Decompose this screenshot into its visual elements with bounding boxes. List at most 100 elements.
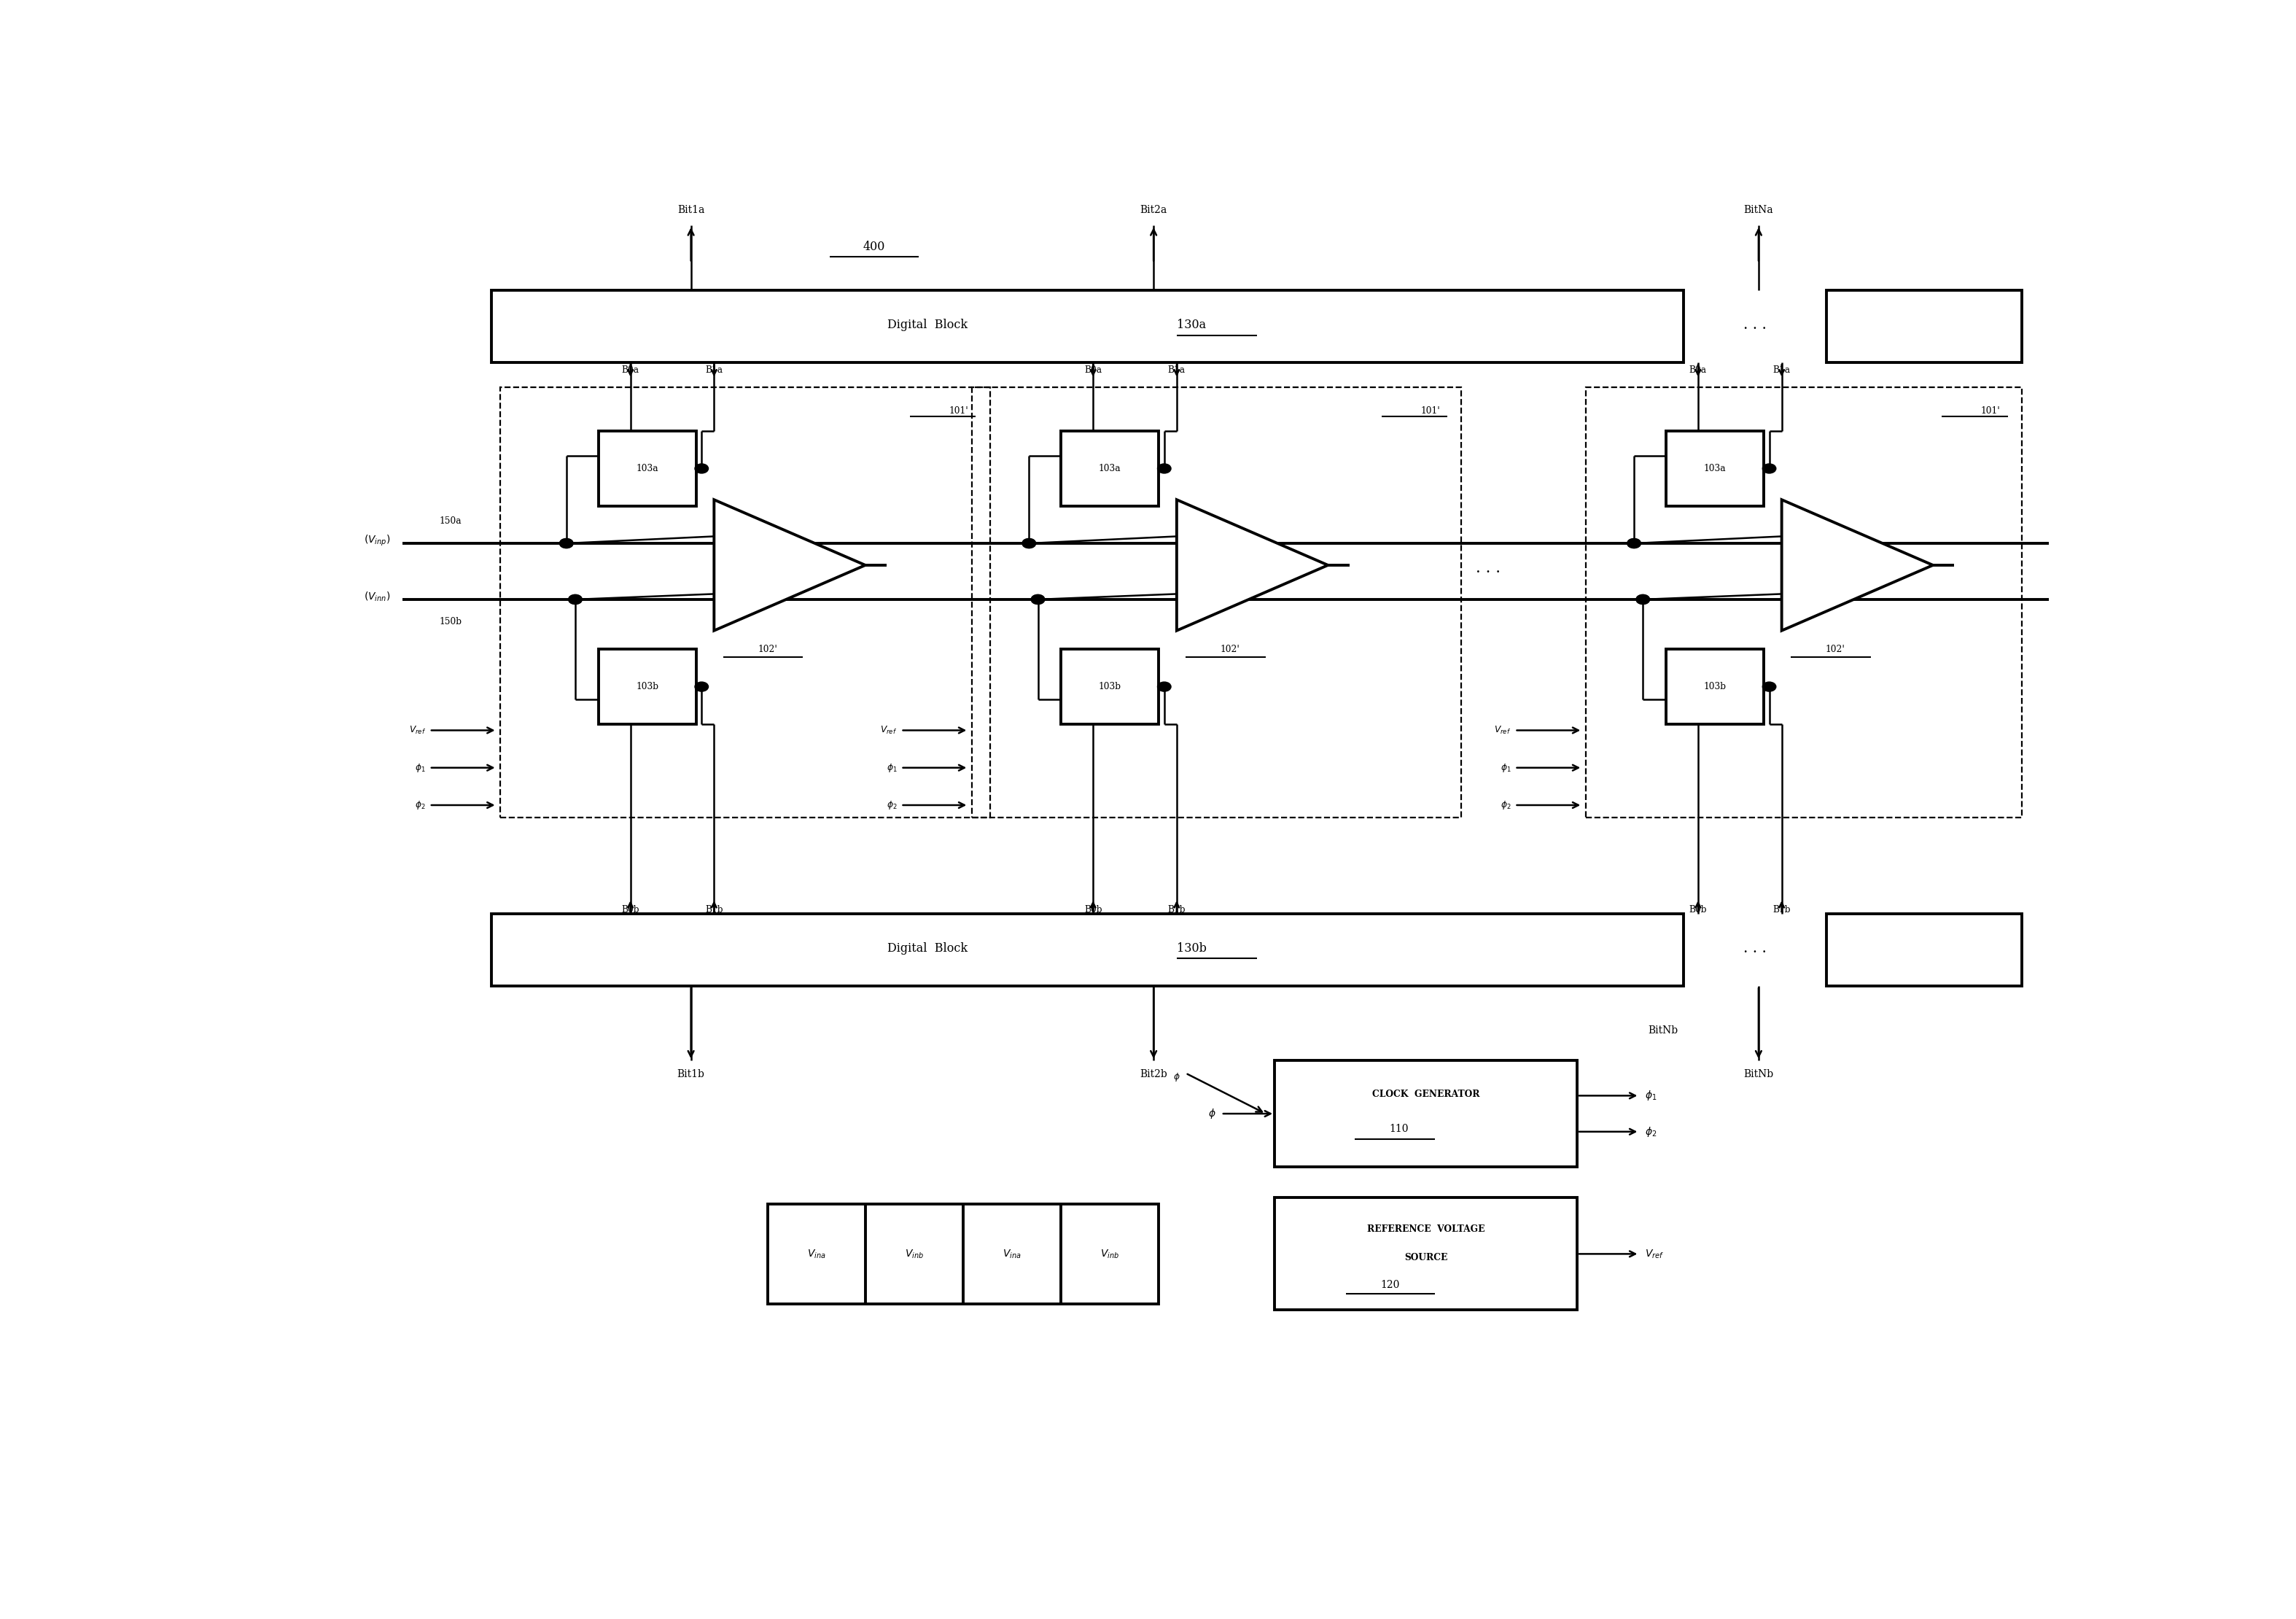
- Text: $\phi_2$: $\phi_2$: [1502, 800, 1511, 811]
- Bar: [1274, 1198, 1577, 1310]
- Circle shape: [569, 594, 581, 604]
- Circle shape: [1022, 539, 1035, 549]
- Circle shape: [569, 594, 581, 604]
- Bar: [491, 913, 1683, 986]
- Text: 103b: 103b: [636, 682, 659, 691]
- Text: Bit1a: Bit1a: [677, 206, 705, 215]
- Bar: [1825, 913, 2023, 986]
- Text: 120: 120: [1380, 1281, 1401, 1290]
- Bar: [1274, 1060, 1577, 1167]
- Polygon shape: [714, 500, 866, 631]
- Text: B0b: B0b: [1690, 905, 1706, 915]
- Text: $(V_{inp})$: $(V_{inp})$: [363, 534, 390, 547]
- Text: B1a: B1a: [1169, 366, 1185, 376]
- Bar: [501, 387, 990, 818]
- Polygon shape: [1176, 500, 1327, 631]
- Circle shape: [1157, 682, 1171, 691]
- Text: $\phi$: $\phi$: [1208, 1107, 1217, 1120]
- Circle shape: [696, 463, 709, 473]
- Circle shape: [696, 682, 709, 691]
- Text: B1b: B1b: [1169, 905, 1185, 915]
- Text: 103a: 103a: [636, 463, 659, 473]
- Text: $\phi_1$: $\phi_1$: [886, 763, 898, 774]
- Text: SOURCE: SOURCE: [1405, 1253, 1446, 1263]
- Text: B0a: B0a: [1690, 366, 1706, 376]
- Bar: [599, 431, 696, 507]
- Bar: [491, 290, 1683, 363]
- Bar: [1061, 431, 1159, 507]
- Bar: [1825, 290, 2023, 363]
- Text: 102': 102': [758, 644, 778, 654]
- Text: CLOCK  GENERATOR: CLOCK GENERATOR: [1373, 1090, 1479, 1099]
- Text: $\phi_1$: $\phi_1$: [1502, 763, 1511, 774]
- Bar: [1667, 649, 1763, 724]
- Text: 101': 101': [1981, 406, 2000, 416]
- Bar: [1587, 387, 2023, 818]
- Text: $\phi$: $\phi$: [1173, 1072, 1180, 1083]
- Circle shape: [1763, 463, 1777, 473]
- Text: 102': 102': [1825, 644, 1846, 654]
- Bar: [599, 649, 696, 724]
- Text: $V_{inb}$: $V_{inb}$: [905, 1248, 923, 1260]
- Bar: [1061, 649, 1159, 724]
- Text: BitNb: BitNb: [1649, 1025, 1678, 1036]
- Polygon shape: [1782, 500, 1933, 631]
- Text: . . .: . . .: [1743, 319, 1766, 332]
- Text: $V_{ref}$: $V_{ref}$: [409, 725, 425, 737]
- Text: 130b: 130b: [1176, 942, 1205, 955]
- Text: B0a: B0a: [622, 366, 638, 376]
- Text: $V_{ref}$: $V_{ref}$: [1495, 725, 1511, 737]
- Bar: [1667, 431, 1763, 507]
- Text: $\phi_2$: $\phi_2$: [416, 800, 425, 811]
- Text: 110: 110: [1389, 1124, 1410, 1135]
- Text: $\phi_1$: $\phi_1$: [1644, 1090, 1658, 1103]
- Text: BitNb: BitNb: [1743, 1070, 1773, 1080]
- Text: . . .: . . .: [1476, 560, 1502, 576]
- Text: 101': 101': [1421, 406, 1440, 416]
- Circle shape: [1031, 594, 1045, 604]
- Text: $V_{ref}$: $V_{ref}$: [879, 725, 898, 737]
- Bar: [971, 387, 1463, 818]
- Text: Digital  Block: Digital Block: [889, 319, 967, 332]
- Circle shape: [1637, 594, 1649, 604]
- Text: 103b: 103b: [1100, 682, 1120, 691]
- Circle shape: [1031, 594, 1045, 604]
- Text: 103b: 103b: [1704, 682, 1727, 691]
- Text: $\phi_1$: $\phi_1$: [416, 763, 425, 774]
- Circle shape: [560, 539, 574, 549]
- Text: 400: 400: [863, 241, 886, 253]
- Circle shape: [1022, 539, 1035, 549]
- Text: $V_{inb}$: $V_{inb}$: [1100, 1248, 1120, 1260]
- Circle shape: [560, 539, 574, 549]
- Circle shape: [1157, 463, 1171, 473]
- Text: 103a: 103a: [1704, 463, 1727, 473]
- Text: 150a: 150a: [439, 516, 461, 526]
- Text: Bit1b: Bit1b: [677, 1070, 705, 1080]
- Text: B0a: B0a: [1084, 366, 1102, 376]
- Circle shape: [1628, 539, 1642, 549]
- Text: 102': 102': [1219, 644, 1240, 654]
- Text: . . .: . . .: [1743, 942, 1766, 955]
- Text: Bit2a: Bit2a: [1141, 206, 1166, 215]
- Text: 150b: 150b: [439, 617, 461, 627]
- Text: B1a: B1a: [705, 366, 723, 376]
- Text: B1a: B1a: [1773, 366, 1791, 376]
- Circle shape: [1637, 594, 1649, 604]
- Text: B1b: B1b: [705, 905, 723, 915]
- Text: BitNa: BitNa: [1743, 206, 1773, 215]
- Text: 101': 101': [948, 406, 969, 416]
- Text: $\phi_2$: $\phi_2$: [1644, 1125, 1658, 1138]
- Text: $V_{ina}$: $V_{ina}$: [806, 1248, 827, 1260]
- Circle shape: [1628, 539, 1642, 549]
- Circle shape: [1763, 682, 1777, 691]
- Text: $\phi_2$: $\phi_2$: [886, 800, 898, 811]
- Text: 130a: 130a: [1176, 319, 1205, 332]
- Text: B0b: B0b: [622, 905, 638, 915]
- Text: $V_{ref}$: $V_{ref}$: [1644, 1248, 1665, 1260]
- Text: B0b: B0b: [1084, 905, 1102, 915]
- Text: $(V_{inn})$: $(V_{inn})$: [363, 591, 390, 604]
- Text: B1b: B1b: [1773, 905, 1791, 915]
- Text: Digital  Block: Digital Block: [889, 942, 967, 955]
- Text: 103a: 103a: [1100, 463, 1120, 473]
- Text: Bit2b: Bit2b: [1139, 1070, 1166, 1080]
